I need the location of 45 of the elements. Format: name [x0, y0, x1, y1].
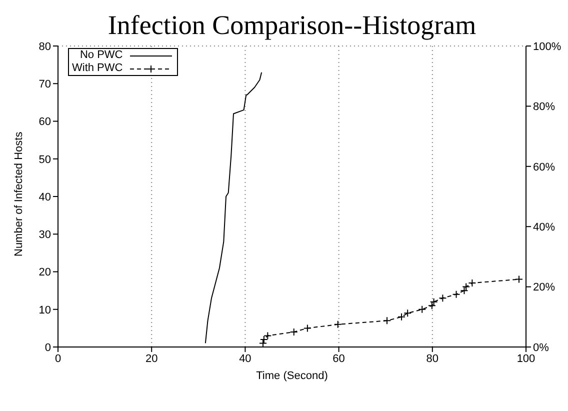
point — [404, 309, 412, 318]
x-tick-label: 0 — [54, 352, 62, 365]
y-tick-label: 80 — [38, 40, 51, 53]
x-tick-label: 100 — [516, 352, 536, 365]
point — [460, 286, 468, 295]
y-tick-label: 70 — [38, 78, 51, 91]
point — [514, 275, 523, 284]
y-tick-label: 40 — [38, 191, 51, 204]
point — [462, 282, 470, 291]
point — [438, 294, 447, 302]
point — [430, 298, 438, 306]
legend-label: No PWC — [80, 49, 123, 62]
point — [258, 339, 267, 347]
y2-tick-label: 40% — [533, 222, 556, 234]
y-tick-label: 20 — [38, 266, 51, 279]
point — [418, 305, 426, 314]
point — [264, 332, 272, 340]
y2-tick-label: 80% — [533, 101, 556, 114]
y2-tick-label: 0% — [533, 342, 550, 354]
y2-tick-label: 20% — [533, 282, 556, 294]
line-series — [204, 72, 262, 344]
x-axis-title: Time (Second) — [256, 370, 328, 382]
x-tick-label: 40 — [239, 352, 252, 365]
y-tick-label: 50 — [38, 154, 51, 166]
point — [334, 320, 342, 328]
point — [383, 316, 392, 325]
y2-tick-label: 100% — [533, 40, 562, 53]
point — [468, 279, 476, 288]
point — [398, 312, 406, 321]
point — [260, 335, 268, 344]
x-tick-label: 80 — [426, 352, 439, 365]
point — [428, 302, 436, 310]
point — [452, 290, 460, 298]
y-tick-label: 10 — [38, 304, 51, 316]
y-tick-label: 30 — [38, 229, 51, 242]
y-tick-label: 0 — [44, 342, 51, 354]
chart-title: Infection Comparison--Histogram — [106, 10, 478, 41]
x-tick-label: 20 — [145, 352, 158, 365]
point — [290, 328, 298, 336]
legend-label: With PWC — [72, 62, 123, 75]
point — [303, 324, 312, 332]
y-tick-label: 60 — [38, 116, 51, 128]
x-tick-label: 60 — [332, 352, 345, 365]
y-axis-title: Number of Infected Hosts — [12, 131, 25, 256]
y2-tick-label: 60% — [533, 161, 556, 174]
